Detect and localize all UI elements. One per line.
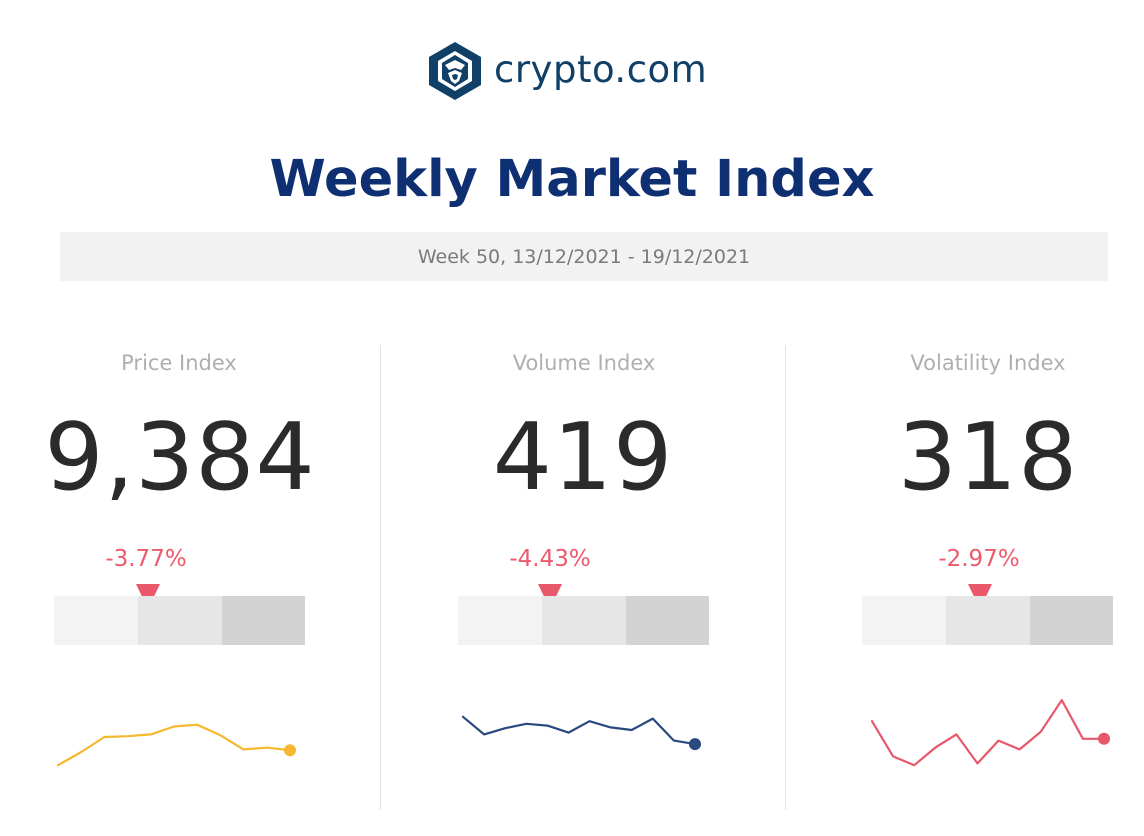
volatility-sparkline-path [870,699,1106,767]
price-sparkline-end-dot [284,744,296,757]
volume-index-sparkline [461,715,701,751]
volatility-index-sparkline [870,699,1110,767]
volatility-index-range-band [862,596,1113,645]
volume-index-value: 419 [492,403,674,511]
price-sparkline-path [56,723,292,767]
price-index-sparkline [56,723,296,767]
volatility-index-change: -2.97% [938,546,1020,572]
volume-index-change: -4.43% [509,546,591,572]
price-index-change: -3.77% [105,546,187,572]
price-index-value: 9,384 [44,403,316,511]
volume-index-range-band [458,596,709,645]
volatility-index-label: Volatility Index [910,351,1066,375]
column-divider [785,345,786,810]
volatility-sparkline-end-dot [1098,732,1110,745]
week-banner: Week 50, 13/12/2021 - 19/12/2021 [60,232,1108,281]
volume-sparkline-end-dot [689,738,701,751]
brand-name: crypto.com [494,47,708,91]
volatility-index-value: 318 [897,403,1079,511]
volume-index-label: Volume Index [512,351,656,375]
crypto-com-lion-shield-icon [429,42,481,100]
price-index-label: Price Index [121,351,237,375]
volume-sparkline-path [461,715,697,746]
brand-logo: crypto.com [428,40,707,102]
week-range: Week 50, 13/12/2021 - 19/12/2021 [417,245,751,268]
column-divider [380,345,381,810]
price-index-range-band [54,596,305,645]
page-title: Weekly Market Index [269,150,875,209]
